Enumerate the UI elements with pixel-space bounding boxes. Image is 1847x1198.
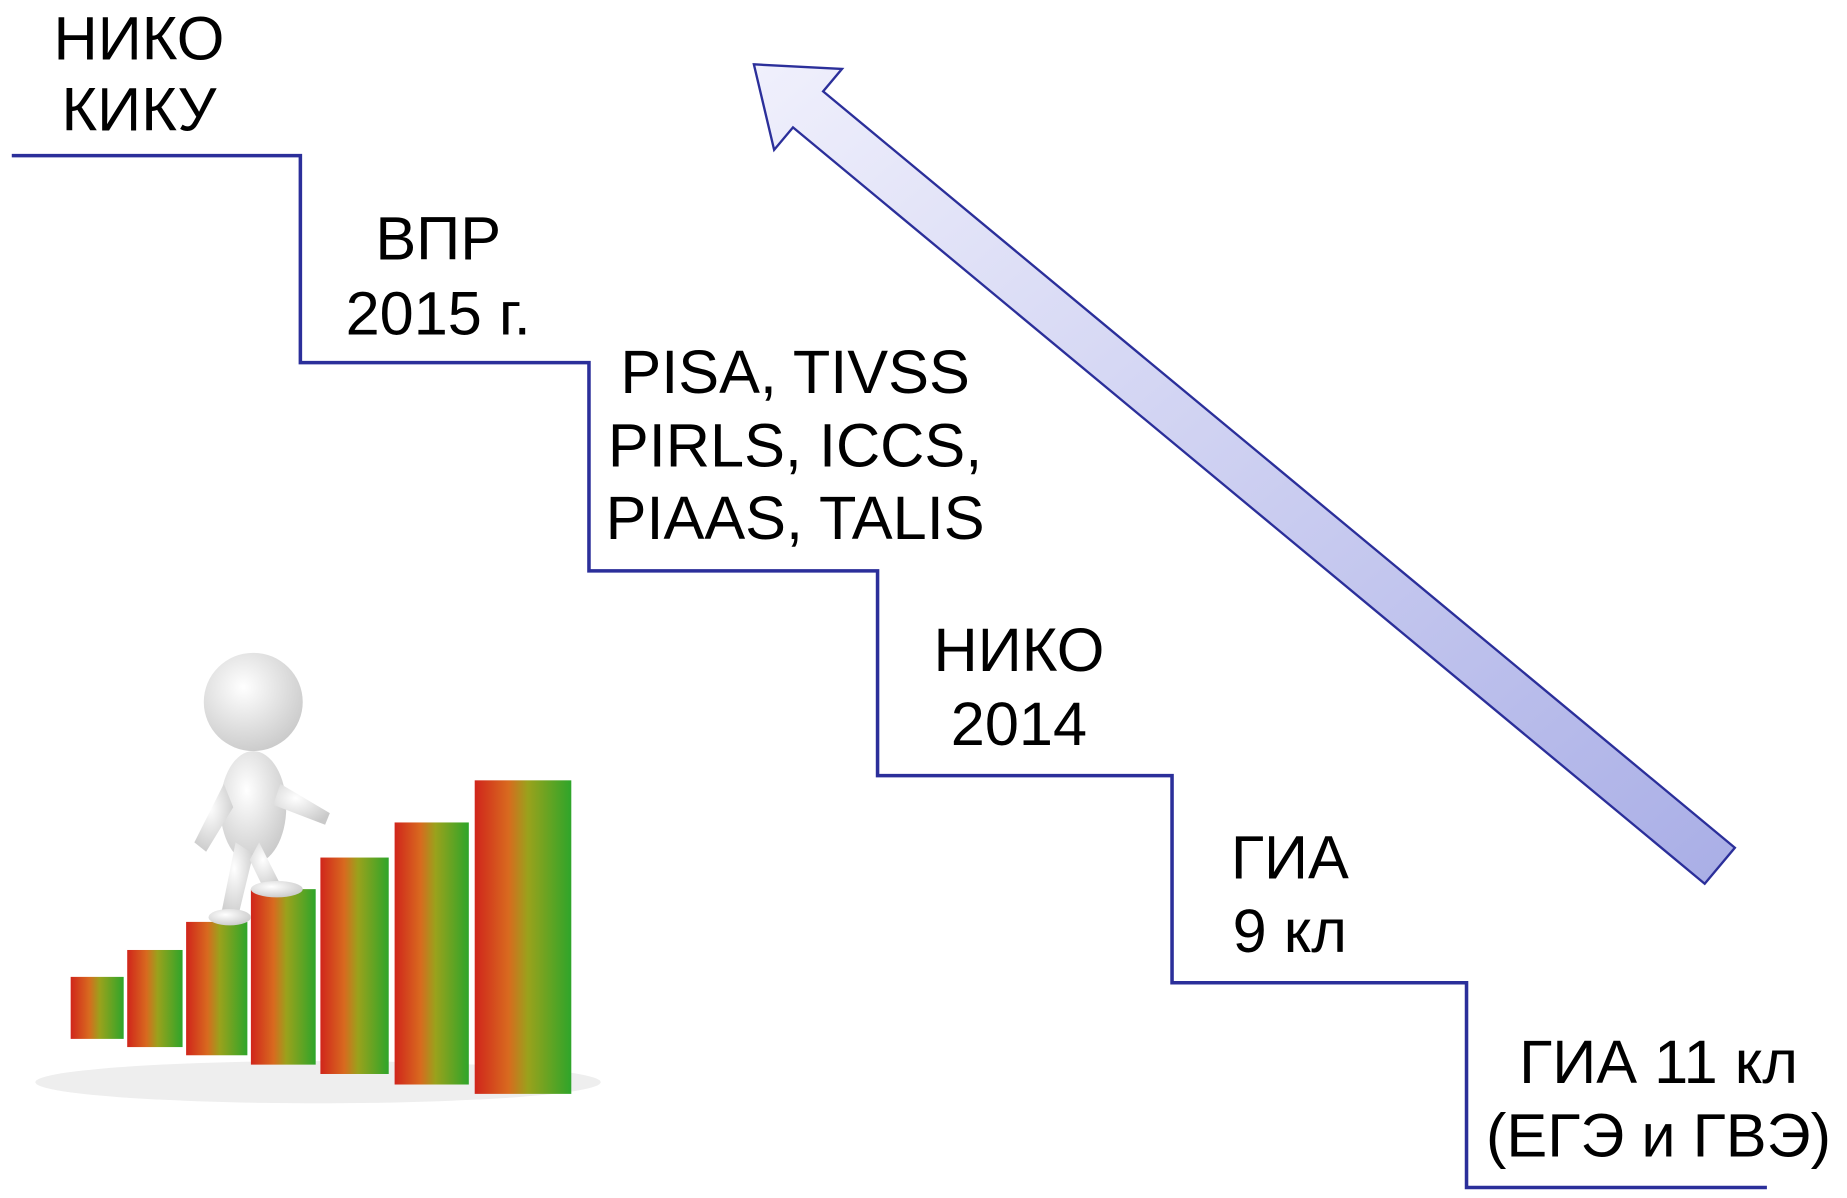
step-label: 2014 (951, 690, 1087, 758)
step-label: PISA, TIVSS (620, 338, 969, 406)
diagram: НИКО КИКУ ВПР 2015 г. PISA, TIVSS PIRLS,… (0, 0, 1847, 1198)
step-label: 2015 г. (346, 279, 531, 347)
step-label: КИКУ (62, 76, 218, 144)
person-figure (194, 653, 329, 926)
bar-illustration (35, 780, 600, 1103)
step-labels: НИКО КИКУ ВПР 2015 г. PISA, TIVSS PIRLS,… (54, 5, 1832, 1170)
step-label: НИКО (54, 5, 225, 73)
step-label: PIRLS, ICCS, (608, 412, 982, 480)
step-label: ГИА 11 кл (1519, 1028, 1798, 1096)
step-label: ВПР (375, 205, 501, 273)
step-label: ГИА (1231, 823, 1349, 891)
step-label: PIAAS, TALIS (606, 484, 985, 552)
step-label: 9 кл (1233, 897, 1347, 965)
step-label: НИКО (933, 616, 1104, 684)
step-label: (ЕГЭ и ГВЭ) (1486, 1102, 1831, 1170)
page: НИКО КИКУ ВПР 2015 г. PISA, TIVSS PIRLS,… (0, 0, 1847, 1198)
